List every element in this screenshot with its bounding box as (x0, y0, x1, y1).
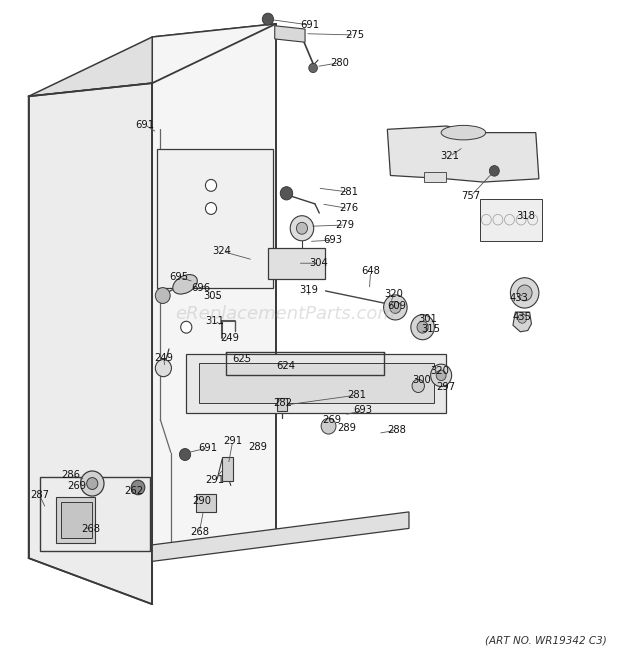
Text: 609: 609 (388, 301, 407, 311)
Circle shape (436, 370, 446, 381)
Text: 691: 691 (135, 120, 154, 130)
Circle shape (180, 321, 192, 333)
Text: 269: 269 (67, 481, 86, 491)
Circle shape (411, 315, 435, 340)
Text: 318: 318 (516, 211, 534, 221)
Circle shape (205, 179, 216, 191)
Text: 279: 279 (335, 220, 355, 230)
Polygon shape (222, 457, 232, 481)
Circle shape (489, 166, 499, 176)
Text: 301: 301 (418, 314, 437, 325)
Circle shape (280, 186, 293, 200)
Circle shape (510, 278, 539, 308)
Text: 297: 297 (436, 382, 456, 392)
Text: 291: 291 (223, 436, 242, 446)
Polygon shape (275, 26, 305, 42)
Text: 290: 290 (192, 496, 211, 506)
Circle shape (431, 364, 451, 387)
Circle shape (296, 222, 308, 234)
Ellipse shape (441, 126, 485, 140)
Circle shape (384, 295, 407, 320)
Circle shape (390, 301, 401, 313)
Text: 695: 695 (169, 272, 188, 282)
Text: 320: 320 (430, 366, 450, 375)
Text: 287: 287 (30, 490, 49, 500)
Text: 286: 286 (61, 470, 80, 480)
Polygon shape (268, 248, 326, 279)
Text: 262: 262 (124, 486, 143, 496)
Text: 281: 281 (339, 187, 358, 197)
Circle shape (417, 321, 428, 333)
Text: 433: 433 (510, 293, 528, 303)
Text: 281: 281 (347, 390, 366, 400)
Circle shape (131, 481, 145, 494)
Text: 691: 691 (198, 443, 218, 453)
Text: 696: 696 (191, 284, 210, 293)
Text: 435: 435 (513, 312, 531, 323)
Text: 288: 288 (387, 425, 406, 435)
Text: 249: 249 (220, 332, 239, 343)
Circle shape (81, 471, 104, 496)
Polygon shape (61, 502, 92, 537)
Polygon shape (186, 354, 446, 413)
Text: 691: 691 (301, 20, 319, 30)
Polygon shape (513, 312, 531, 332)
Text: 280: 280 (330, 58, 349, 67)
Text: 289: 289 (248, 442, 267, 451)
Text: (ART NO. WR19342 C3): (ART NO. WR19342 C3) (485, 636, 607, 646)
Text: 625: 625 (232, 354, 252, 364)
Text: 268: 268 (81, 524, 100, 534)
Circle shape (179, 449, 190, 461)
Text: 320: 320 (384, 290, 404, 299)
Circle shape (321, 418, 336, 434)
Polygon shape (195, 494, 216, 512)
Text: 249: 249 (154, 353, 173, 363)
Text: 648: 648 (361, 266, 380, 276)
Text: 624: 624 (276, 361, 294, 371)
Text: 289: 289 (338, 423, 356, 433)
Text: 269: 269 (322, 414, 342, 424)
Text: 315: 315 (422, 324, 441, 334)
Polygon shape (277, 398, 287, 411)
Polygon shape (29, 83, 153, 604)
Circle shape (262, 13, 273, 25)
Text: 757: 757 (461, 191, 480, 201)
Polygon shape (480, 198, 542, 241)
Polygon shape (157, 149, 273, 288)
Polygon shape (388, 126, 539, 182)
Text: 304: 304 (309, 258, 328, 268)
Circle shape (156, 360, 172, 377)
Bar (40, 477, 150, 551)
Polygon shape (153, 512, 409, 561)
Text: 276: 276 (339, 204, 358, 214)
Text: 300: 300 (412, 375, 431, 385)
Circle shape (205, 202, 216, 214)
Circle shape (412, 379, 425, 393)
Text: 321: 321 (440, 151, 459, 161)
Text: eReplacementParts.com: eReplacementParts.com (175, 305, 395, 323)
Polygon shape (153, 24, 276, 558)
Text: 268: 268 (190, 527, 209, 537)
Polygon shape (425, 173, 446, 182)
Circle shape (518, 314, 526, 323)
Text: 291: 291 (205, 475, 224, 485)
Text: 305: 305 (203, 292, 223, 301)
Circle shape (156, 288, 171, 303)
Text: 275: 275 (345, 30, 364, 40)
Polygon shape (56, 496, 95, 543)
Text: 311: 311 (205, 315, 224, 326)
Text: 282: 282 (273, 398, 292, 408)
Ellipse shape (173, 274, 197, 294)
Text: 319: 319 (299, 286, 318, 295)
Circle shape (290, 215, 314, 241)
Circle shape (87, 478, 98, 489)
Circle shape (517, 285, 532, 301)
Polygon shape (29, 24, 276, 97)
Polygon shape (198, 364, 434, 403)
Text: 693: 693 (353, 405, 373, 415)
Circle shape (309, 63, 317, 73)
Text: 693: 693 (324, 235, 342, 245)
Text: 324: 324 (213, 247, 232, 256)
